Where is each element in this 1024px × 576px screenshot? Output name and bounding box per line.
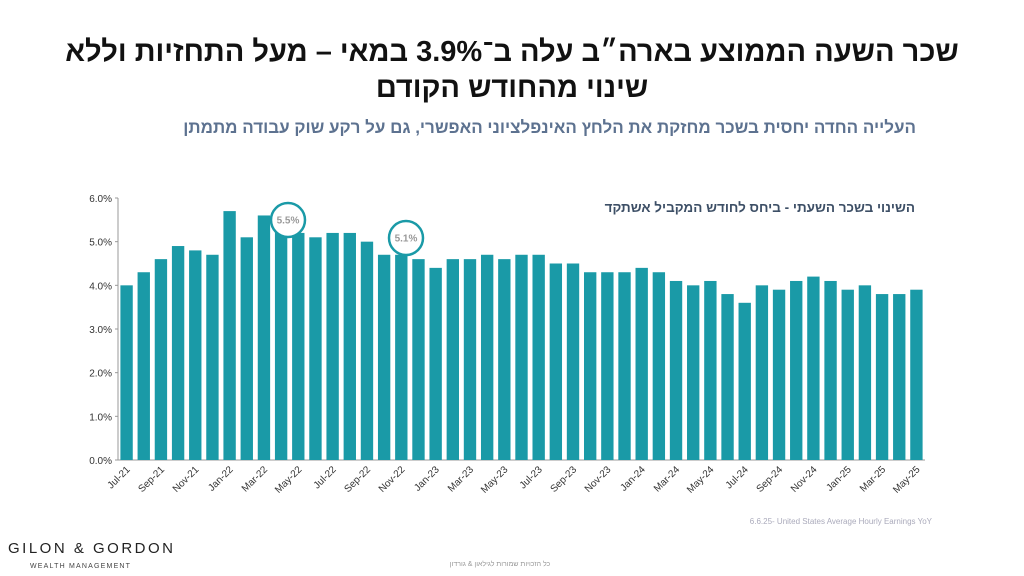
bar [240,237,253,460]
bar [738,302,751,460]
chart-title: השינוי בשכר השעתי - ביחס לחודש המקביל אש… [605,200,915,215]
x-tick-label: Nov-22 [377,464,408,495]
logo-sub: WEALTH MANAGEMENT [30,563,131,570]
bar [274,219,288,460]
bar [669,280,683,460]
bar [566,263,580,460]
bar [206,254,219,460]
bar [772,289,786,460]
x-tick-label: Jan-24 [618,464,648,494]
x-tick-label: Nov-21 [171,464,202,495]
bar [463,259,477,460]
x-tick-label: Jul-24 [724,464,751,491]
bar [875,294,889,460]
x-tick-label: Nov-24 [789,464,820,495]
bar [893,294,906,460]
bar [910,289,923,460]
bar [189,250,202,460]
x-tick-label: May-25 [891,464,923,496]
bar [515,254,528,460]
y-tick-label: 5.0% [89,238,112,249]
bar [171,246,185,460]
x-tick-label: Sep-21 [136,464,167,495]
source: 6.6.25- United States Average Hourly Ear… [750,517,933,526]
bar [223,211,236,460]
bar [858,285,872,460]
y-tick-label: 1.0% [89,412,112,423]
bar [583,272,597,460]
annotation-circle [387,219,425,257]
bar [498,259,511,460]
bar [309,237,322,460]
bar [824,280,837,460]
bar [704,280,717,460]
footer: כל הזכויות שמורות לגילאון & גורדון [450,560,551,568]
bar [429,267,442,460]
x-tick-label: Mar-22 [240,464,270,494]
x-tick-label: Mar-24 [652,464,682,494]
x-tick-label: May-22 [273,464,305,496]
bar [395,254,408,460]
bar [326,232,339,460]
bar [807,276,820,460]
bar [446,259,460,460]
bar [480,254,494,460]
x-tick-label: Jan-25 [824,464,854,494]
y-tick-label: 4.0% [89,281,112,292]
bar [154,259,168,460]
bar [377,254,391,460]
y-tick-label: 0.0% [89,456,112,467]
x-tick-label: Jan-22 [206,464,236,494]
x-tick-label: Sep-24 [755,464,786,495]
x-tick-label: Jul-23 [518,464,545,491]
bar [601,272,614,460]
x-tick-label: Mar-25 [858,464,888,494]
bar [292,232,305,460]
annotation: 5.5% [277,216,300,227]
bar [755,285,769,460]
x-tick-label: May-23 [479,464,511,496]
annotation: 5.1% [395,234,418,245]
bar [532,254,545,460]
y-tick-label: 6.0% [89,194,112,205]
bar [360,241,374,460]
bar [841,289,854,460]
bar [635,267,648,460]
logo: GILON & GORDON [8,540,176,557]
x-tick-label: Jul-21 [106,464,133,491]
x-tick-label: Nov-23 [583,464,614,495]
bar [343,232,356,460]
annotation-circle [269,201,307,239]
bar [721,294,734,460]
slide-title: שינוי מהחודש הקודם [375,72,649,104]
bar [412,259,425,460]
subtitle: העלייה החדה יחסית בשכר מחזקת את הלחץ האי… [183,118,916,137]
slide-title: שכר השעה הממוצע בארה״ב עלה ב־3.9% במאי –… [65,36,959,68]
bar [652,272,666,460]
x-tick-label: May-24 [685,464,717,496]
bar [257,215,271,460]
bar [137,272,150,460]
y-tick-label: 2.0% [89,369,112,380]
x-tick-label: Jul-22 [312,464,339,491]
bar [549,263,563,460]
x-tick-label: Sep-22 [343,464,374,495]
x-tick-label: Mar-23 [446,464,476,494]
x-tick-label: Sep-23 [549,464,580,495]
bar [790,280,803,460]
y-tick-label: 3.0% [89,325,112,336]
bar [687,285,700,460]
bar [618,272,631,460]
x-tick-label: Jan-23 [412,464,442,494]
bar [120,285,133,460]
